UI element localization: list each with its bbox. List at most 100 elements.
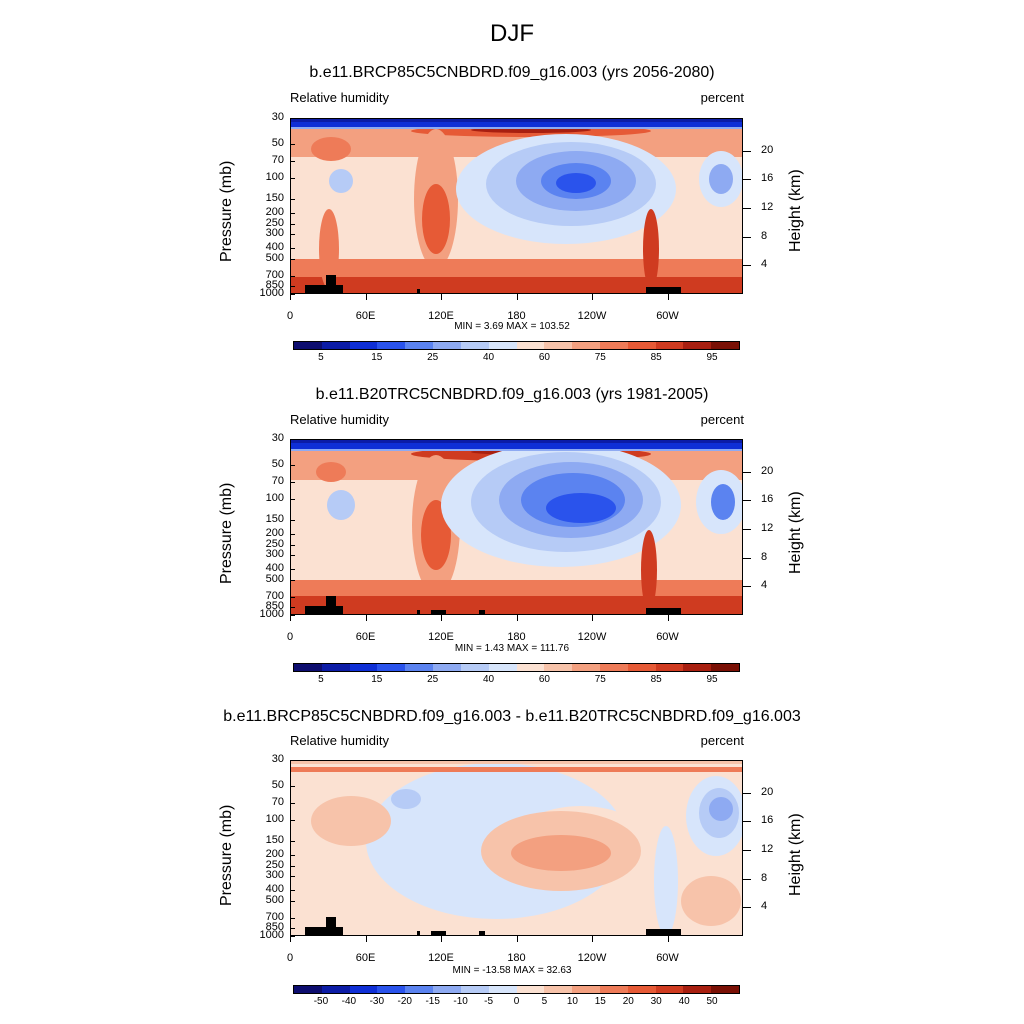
colorbar-swatch [460,342,489,349]
y-tick-label: 300 [265,868,284,881]
y-tick-label: 100 [265,171,284,184]
colorbar-swatch [544,986,573,993]
colorbar-label: 40 [483,352,495,363]
x-tick-label: 180 [507,952,526,964]
x-tick-mark [365,615,367,621]
x-tick-label: 60E [355,952,376,964]
colorbar-swatch [433,342,461,349]
y-tick-mark [290,259,295,261]
y-tick-label: 200 [265,527,284,540]
x-tick-mark [516,936,518,942]
y-tick-mark [290,464,295,466]
colorbar-swatch [349,342,378,349]
x-tick-mark [592,936,593,942]
colorbar-swatch [572,664,600,671]
y-tick-mark [290,606,295,608]
y-tick-label: 850 [265,599,284,612]
height-tick-mark [743,150,751,152]
y-tick-label: 100 [265,492,284,505]
x-tick-label: 120W [577,952,607,964]
colorbar-label: 40 [483,674,495,685]
y-tick-mark [290,554,295,556]
y-tick-label: 500 [265,573,284,586]
contour-plot [290,760,743,936]
y-tick-mark [290,178,295,180]
colorbar-swatch [627,986,656,993]
x-tick-mark [441,294,442,300]
x-tick-label: 120E [428,310,454,322]
colorbar-label: 15 [371,674,383,685]
colorbar-label: 75 [594,352,606,363]
colorbar-swatch [544,342,573,349]
colorbar-label: 95 [706,674,718,685]
colorbar-label: -5 [484,996,494,1007]
min-max-label: MIN = -13.58 MAX = 32.63 [452,965,572,976]
y-tick-label: 700 [265,590,284,603]
y-axis-title-right: Height (km) [787,169,804,252]
colorbar-swatch [460,986,489,993]
colorbar-label: -50 [313,996,329,1007]
y-tick-mark [290,918,295,920]
height-tick-mark [743,878,751,880]
x-tick-mark [592,294,593,300]
y-axis-title-right: Height (km) [787,491,804,574]
height-tick-mark [743,236,751,238]
colorbar-swatch [349,986,378,993]
y-tick-mark [290,481,295,483]
height-tick-label: 4 [761,579,768,592]
colorbar-swatch [294,664,322,671]
colorbar-label: 30 [650,996,662,1007]
colorbar-swatch [321,664,350,671]
y-tick-label: 400 [265,883,284,895]
height-tick-mark [743,907,751,909]
colorbar-swatch [544,664,573,671]
y-tick-label: 400 [265,562,284,574]
colorbar-label: -30 [369,996,385,1007]
x-tick-mark [290,615,291,621]
y-tick-mark [290,890,295,891]
colorbar-label: 5 [541,996,548,1007]
colorbar-label: 25 [427,674,439,685]
height-tick-mark [743,500,751,502]
y-tick-label: 300 [265,547,284,560]
variable-label: Relative humidity [290,733,389,748]
colorbar-swatch [516,986,545,993]
colorbar-swatch [405,664,434,671]
x-tick-label: 60W [656,631,679,643]
variable-label: Relative humidity [290,90,389,105]
y-tick-label: 700 [265,269,284,282]
colorbar-label: 15 [371,352,383,363]
x-tick-mark [365,936,367,942]
y-axis-title-right: Height (km) [787,813,804,896]
y-tick-label: 1000 [259,608,284,620]
colorbar-swatch [488,342,517,349]
y-tick-label: 700 [265,911,284,924]
height-tick-label: 16 [761,172,774,185]
height-tick-mark [743,528,751,530]
colorbar-label: 5 [318,352,324,363]
y-tick-mark [290,580,295,582]
y-tick-mark [290,534,295,536]
colorbar-swatch [655,342,684,349]
contour-field [291,119,742,293]
y-tick-mark [290,927,295,929]
height-tick-label: 8 [761,871,768,884]
y-tick-label: 850 [265,920,284,933]
x-tick-mark [667,936,669,942]
panel-title: b.e11.BRCP85C5CNBDRD.f09_g16.003 - b.e11… [223,708,801,725]
colorbar-swatch [599,342,628,349]
colorbar-swatch [683,986,712,993]
height-tick-mark [743,265,751,267]
colorbar-swatch [433,986,461,993]
height-tick-label: 4 [761,258,768,271]
x-tick-mark [290,936,291,942]
height-tick-label: 12 [761,200,774,213]
height-tick-label: 8 [761,229,768,242]
colorbar-label: 60 [538,674,550,685]
x-tick-label: 60W [656,952,679,964]
panel-title: b.e11.BRCP85C5CNBDRD.f09_g16.003 (yrs 20… [309,64,715,81]
y-tick-mark [290,499,295,501]
x-tick-label: 180 [507,310,526,322]
height-tick-label: 12 [761,521,774,534]
x-tick-mark [365,294,367,300]
